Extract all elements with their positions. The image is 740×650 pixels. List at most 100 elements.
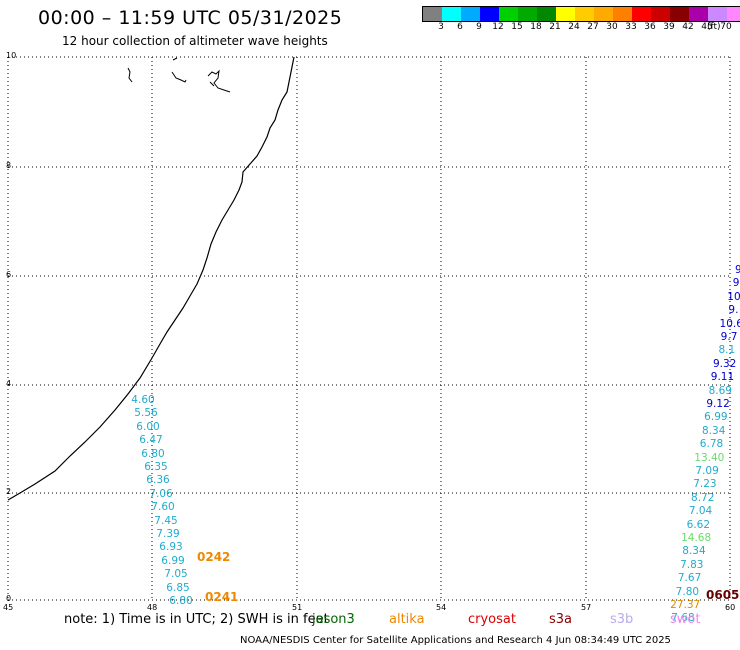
wave-height-value: 9.7 [720, 331, 738, 343]
legend-swatch [651, 7, 670, 21]
y-tick-label: 0 [6, 594, 12, 603]
legend-label: 36 [644, 22, 656, 32]
wave-height-value: 6.80 [141, 447, 165, 460]
wave-height-value: 7.83 [680, 558, 704, 571]
legend-label: 3 [438, 22, 444, 32]
map-grid [7, 56, 731, 601]
legend-swatch [556, 7, 575, 21]
legend-label: 45 [701, 22, 713, 32]
legend-swatch [575, 7, 594, 21]
wave-height-value: 7.39 [156, 528, 180, 540]
pass-label-0241: 0241 [205, 590, 239, 604]
wave-height-value: 6.36 [146, 474, 170, 487]
wave-height-value: 5.56 [134, 407, 158, 420]
legend-swatch [423, 7, 442, 21]
wave-height-value: 6.47 [139, 434, 163, 447]
color-legend-bar [422, 6, 740, 22]
legend-swatch [442, 7, 461, 21]
legend-label: 6 [457, 22, 463, 32]
island-2 [171, 71, 187, 83]
legend-label: 12 [492, 22, 504, 32]
wave-height-value: 4.60 [131, 394, 155, 406]
wave-height-value: 27.37 [670, 599, 701, 611]
wave-height-value: 10. [727, 290, 740, 303]
y-tick-label: 4 [6, 379, 12, 388]
x-tick-label: 48 [147, 603, 158, 612]
satellite-legend-jason3: jason3 [312, 612, 355, 627]
wave-height-value: 8.69 [708, 384, 732, 397]
wave-height-value: 7.45 [154, 514, 178, 527]
wave-height-value: 8.1 [718, 344, 736, 357]
legend-swatch [594, 7, 613, 21]
island-3 [172, 57, 178, 61]
x-tick-label: 45 [3, 603, 14, 612]
wave-height-value: 6.00 [136, 420, 160, 433]
wave-height-value: 6.78 [699, 438, 724, 451]
legend-swatch [518, 7, 537, 21]
wave-height-value: 7.80 [675, 585, 700, 598]
wave-height-value: 6.62 [686, 518, 711, 531]
wave-height-value: 9.32 [712, 357, 737, 370]
wave-height-value: 8.34 [682, 545, 706, 558]
island-4 [207, 69, 231, 93]
wave-height-value: 6.80 [169, 595, 193, 607]
legend-swatch [461, 7, 480, 21]
legend-swatch [499, 7, 518, 21]
y-tick-label: 8 [6, 161, 12, 170]
legend-label: 42 [682, 22, 694, 32]
wave-height-value: 7.67 [677, 572, 702, 585]
wave-height-value: 9. [734, 264, 740, 276]
pass-label-0605: 0605 [706, 588, 740, 602]
wave-height-value: 7.60 [151, 501, 175, 514]
wave-height-value: 7.04 [688, 505, 713, 518]
legend-swatch [670, 7, 689, 21]
chart-title: 00:00 – 11:59 UTC 05/31/2025 [38, 7, 343, 29]
satellite-legend-cryosat: cryosat [468, 612, 516, 627]
legend-swatch [480, 7, 499, 21]
coastline [7, 56, 295, 501]
legend-swatch [632, 7, 651, 21]
legend-swatch [708, 7, 727, 21]
wave-height-value: 7.68 [671, 612, 695, 625]
legend-label: 24 [568, 22, 580, 32]
legend-label: 39 [663, 22, 675, 32]
y-tick-label: 2 [6, 487, 12, 496]
y-tick-label: 10 [6, 51, 17, 60]
legend-label: 27 [587, 22, 599, 32]
wave-height-value: 7.06 [149, 487, 173, 500]
legend-swatch [537, 7, 556, 21]
wave-height-value: 9. [732, 277, 740, 290]
wave-height-value: 6.93 [159, 541, 183, 554]
wave-height-value: 8.72 [691, 491, 715, 504]
satellite-legend-s3b: s3b [610, 612, 634, 627]
x-tick-label: 54 [436, 603, 447, 612]
island-1 [127, 67, 133, 83]
wave-height-value: 9.11 [710, 371, 735, 384]
x-tick-label: 60 [725, 603, 736, 612]
legend-swatch [727, 7, 740, 21]
legend-label: 70 [720, 22, 732, 32]
legend-label: 21 [549, 22, 561, 32]
legend-label: 33 [625, 22, 637, 32]
wave-height-value: 9. [728, 304, 739, 317]
legend-label: 18 [530, 22, 542, 32]
wave-height-value: 6.35 [144, 461, 168, 473]
wave-height-value: 13.40 [694, 451, 725, 464]
x-tick-label: 51 [292, 603, 303, 612]
legend-label: 15 [511, 22, 523, 32]
x-tick-label: 57 [581, 603, 592, 612]
legend-label: 9 [476, 22, 482, 32]
wave-height-value: 9.12 [706, 398, 730, 410]
wave-height-value: 7.23 [693, 478, 717, 491]
wave-height-value: 7.05 [164, 568, 188, 581]
satellite-legend-s3a: s3a [549, 612, 573, 627]
wave-height-value: 14.68 [681, 532, 712, 544]
wave-height-value: 8.34 [701, 424, 726, 437]
wave-height-value: 6.99 [161, 554, 185, 567]
footnote: note: 1) Time is in UTC; 2) SWH is in fe… [64, 612, 329, 627]
satellite-legend-altika: altika [389, 612, 425, 627]
legend-label: 30 [606, 22, 618, 32]
credit-line: NOAA/NESDIS Center for Satellite Applica… [240, 635, 671, 646]
wave-height-value: 7.09 [695, 465, 719, 477]
wave-height-value: 10.6 [719, 317, 740, 330]
